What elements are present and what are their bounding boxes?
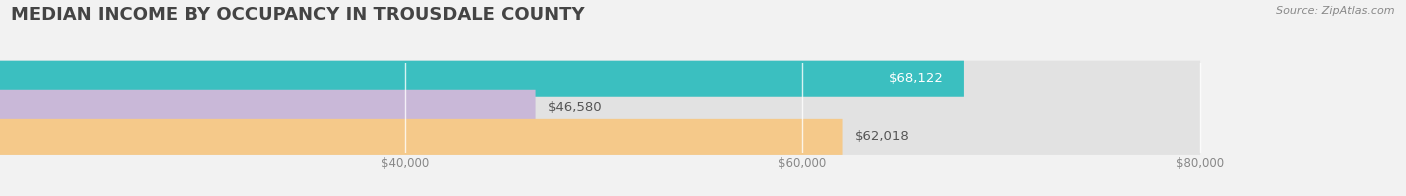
Text: MEDIAN INCOME BY OCCUPANCY IN TROUSDALE COUNTY: MEDIAN INCOME BY OCCUPANCY IN TROUSDALE … bbox=[11, 6, 585, 24]
Text: $68,122: $68,122 bbox=[889, 72, 943, 85]
Text: $62,018: $62,018 bbox=[855, 130, 910, 143]
Text: $46,580: $46,580 bbox=[547, 101, 602, 114]
FancyBboxPatch shape bbox=[0, 119, 1201, 155]
Text: Source: ZipAtlas.com: Source: ZipAtlas.com bbox=[1277, 6, 1395, 16]
FancyBboxPatch shape bbox=[0, 90, 1201, 126]
FancyBboxPatch shape bbox=[0, 119, 842, 155]
FancyBboxPatch shape bbox=[0, 90, 536, 126]
FancyBboxPatch shape bbox=[0, 61, 965, 97]
FancyBboxPatch shape bbox=[0, 61, 1201, 97]
